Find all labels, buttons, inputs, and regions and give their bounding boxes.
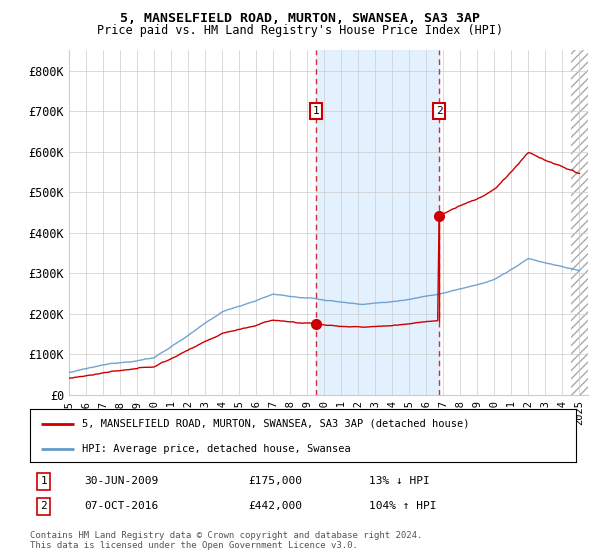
Text: 104% ↑ HPI: 104% ↑ HPI xyxy=(368,501,436,511)
Bar xyxy=(316,50,439,395)
Text: 13% ↓ HPI: 13% ↓ HPI xyxy=(368,477,429,487)
Text: 2: 2 xyxy=(436,106,442,116)
Text: £442,000: £442,000 xyxy=(248,501,302,511)
Text: 1: 1 xyxy=(40,477,47,487)
Text: 07-OCT-2016: 07-OCT-2016 xyxy=(85,501,159,511)
Text: HPI: Average price, detached house, Swansea: HPI: Average price, detached house, Swan… xyxy=(82,444,350,454)
Text: Contains HM Land Registry data © Crown copyright and database right 2024.
This d: Contains HM Land Registry data © Crown c… xyxy=(30,531,422,550)
Text: 5, MANSELFIELD ROAD, MURTON, SWANSEA, SA3 3AP (detached house): 5, MANSELFIELD ROAD, MURTON, SWANSEA, SA… xyxy=(82,419,469,429)
Text: 30-JUN-2009: 30-JUN-2009 xyxy=(85,477,159,487)
Text: 5, MANSELFIELD ROAD, MURTON, SWANSEA, SA3 3AP: 5, MANSELFIELD ROAD, MURTON, SWANSEA, SA… xyxy=(120,12,480,25)
Text: £175,000: £175,000 xyxy=(248,477,302,487)
Text: 1: 1 xyxy=(313,106,319,116)
Text: 2: 2 xyxy=(40,501,47,511)
Bar xyxy=(571,50,588,395)
Text: Price paid vs. HM Land Registry's House Price Index (HPI): Price paid vs. HM Land Registry's House … xyxy=(97,24,503,37)
